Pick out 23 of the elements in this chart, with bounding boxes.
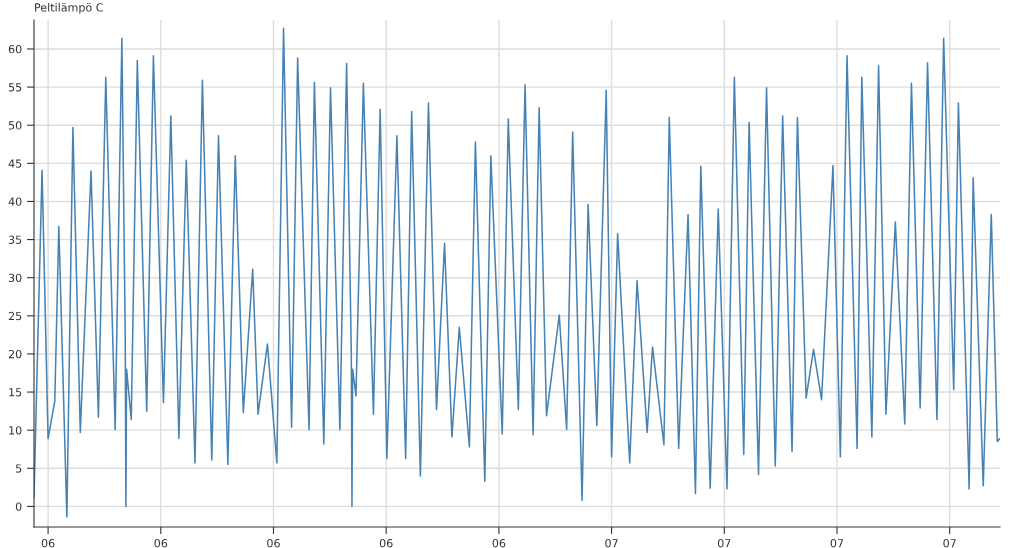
y-tick-label: 60 xyxy=(8,44,22,54)
y-tick-label: 25 xyxy=(8,311,22,321)
y-axis-title: Peltilämpö C xyxy=(35,3,103,14)
y-tick-label: 15 xyxy=(9,388,22,397)
x-tick-label: 06 xyxy=(41,539,55,548)
x-tick-label: 07 xyxy=(943,539,956,548)
y-tick-label: 50 xyxy=(8,121,22,130)
y-tick-label: 5 xyxy=(15,464,22,473)
x-tick-label: 07 xyxy=(830,539,844,548)
x-tick-label: 06 xyxy=(492,539,506,548)
y-tick-label: 10 xyxy=(9,426,22,435)
y-tick-label: 35 xyxy=(8,235,22,244)
y-tick-label: 0 xyxy=(15,502,22,511)
y-tick-label: 55 xyxy=(8,83,22,92)
x-tick-label: 06 xyxy=(267,539,280,548)
y-tick-label: 20 xyxy=(8,349,22,359)
x-tick-label: 07 xyxy=(605,539,618,548)
y-tick-label: 45 xyxy=(8,159,22,168)
x-tick-label: 07 xyxy=(717,539,731,548)
y-tick-label: 40 xyxy=(8,197,22,206)
x-tick-label: 06 xyxy=(379,539,393,548)
x-tick-label: 06 xyxy=(154,539,168,548)
y-tick-label: 30 xyxy=(8,273,22,283)
